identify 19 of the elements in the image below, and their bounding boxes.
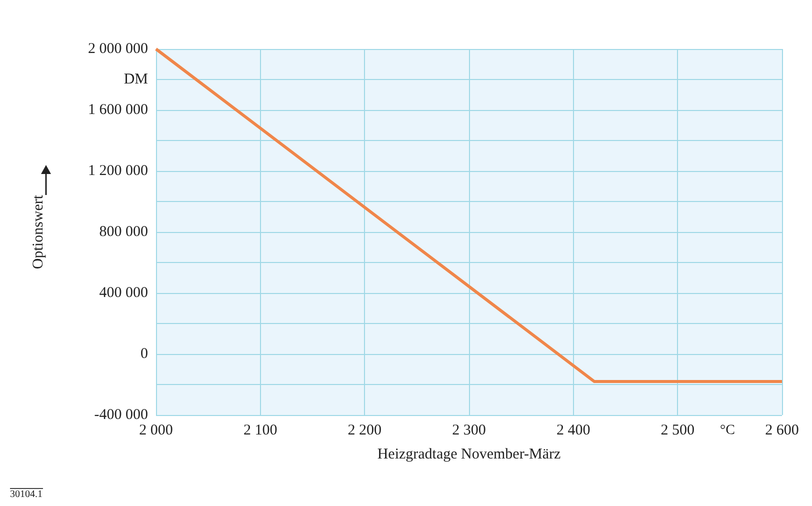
x-tick-label: 2 600 — [765, 422, 799, 438]
text: 30104.1 — [10, 488, 42, 500]
x-tick-label: 2 300 — [452, 422, 486, 438]
y-tick-label: 1 600 000 — [88, 102, 148, 118]
y-tick-label: 1 200 000 — [88, 163, 148, 179]
y-tick-label: -400 000 — [94, 407, 148, 423]
x-axis-title: Heizgradtage November-März — [377, 446, 562, 462]
y-tick-label: 2 000 000 — [88, 41, 148, 57]
x-tick-label: 2 200 — [348, 422, 382, 438]
text: °C — [720, 423, 735, 439]
y-tick-label: DM — [124, 72, 148, 88]
x-tick-label: 2 000 — [139, 422, 173, 438]
y-axis-title: Optionswert — [30, 194, 46, 270]
x-tick-label: 2 400 — [556, 422, 590, 438]
y-tick-label: 0 — [140, 346, 148, 362]
y-tick-label: 800 000 — [99, 224, 148, 240]
x-tick-label: 2 100 — [243, 422, 278, 438]
x-tick-label: 2 500 — [660, 422, 695, 438]
y-tick-label: 400 000 — [99, 285, 148, 301]
